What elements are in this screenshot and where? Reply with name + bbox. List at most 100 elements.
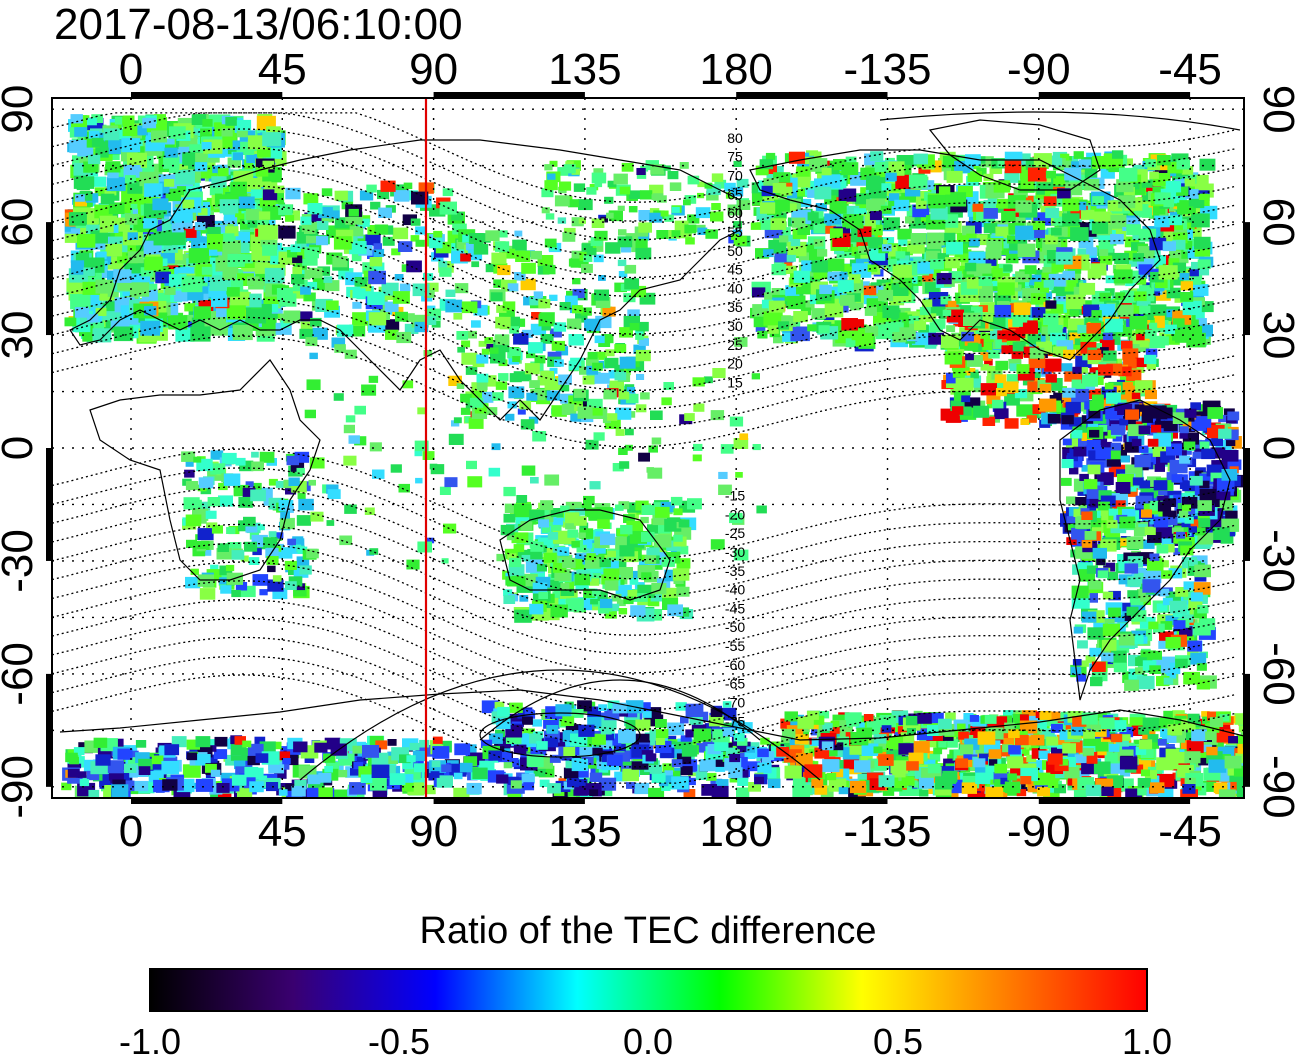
tec-cell bbox=[1110, 650, 1127, 663]
tec-cell bbox=[1092, 196, 1104, 205]
tec-cell bbox=[231, 589, 241, 598]
tec-cell bbox=[1128, 435, 1138, 443]
tec-cell bbox=[778, 321, 790, 330]
tec-cell bbox=[562, 558, 576, 569]
tec-cell bbox=[813, 239, 824, 247]
tec-cell bbox=[77, 234, 96, 248]
tec-cell bbox=[185, 514, 202, 527]
tec-cell bbox=[296, 231, 313, 244]
tec-cell bbox=[1068, 318, 1084, 331]
tec-cell bbox=[1089, 647, 1102, 657]
tec-cell bbox=[366, 184, 377, 193]
tec-cell bbox=[140, 267, 154, 277]
tec-cell bbox=[527, 342, 543, 354]
tec-cell bbox=[1181, 241, 1193, 250]
tec-cell bbox=[414, 450, 423, 457]
tec-cell bbox=[308, 479, 316, 486]
tec-cell bbox=[303, 193, 319, 205]
tec-cell bbox=[1101, 652, 1114, 662]
tec-cell bbox=[520, 521, 533, 530]
tec-cell bbox=[392, 227, 409, 240]
tec-cell bbox=[1197, 318, 1207, 326]
tec-cell bbox=[94, 187, 107, 197]
tec-cell bbox=[398, 241, 413, 252]
tec-cell bbox=[706, 184, 721, 195]
tec-cell bbox=[1159, 631, 1174, 643]
tec-cell bbox=[1053, 216, 1066, 226]
tec-cell bbox=[635, 238, 648, 248]
tec-cell bbox=[575, 508, 585, 516]
tec-cell bbox=[1165, 180, 1182, 193]
tec-cell bbox=[223, 473, 241, 486]
tec-cell bbox=[630, 605, 646, 617]
tec-cell bbox=[1045, 234, 1058, 245]
tec-cell bbox=[152, 198, 169, 211]
tec-cell bbox=[532, 582, 548, 594]
tec-cell bbox=[942, 309, 952, 317]
tec-cell bbox=[248, 557, 260, 565]
tec-cell bbox=[505, 413, 515, 421]
tec-cell bbox=[889, 721, 904, 733]
tec-cell bbox=[660, 210, 669, 217]
tec-cell bbox=[198, 477, 214, 489]
tec-cell bbox=[1128, 206, 1140, 216]
tec-cell bbox=[834, 271, 848, 282]
tec-cell bbox=[292, 536, 304, 545]
tec-cell bbox=[922, 273, 933, 282]
tec-cell bbox=[225, 116, 238, 126]
tec-cell bbox=[490, 292, 503, 302]
tec-cell bbox=[878, 289, 894, 302]
tec-cell bbox=[1179, 455, 1191, 464]
tec-cell bbox=[460, 253, 471, 262]
map-title: 2017-08-13/06:10:00 bbox=[54, 0, 463, 49]
tec-cell bbox=[1060, 153, 1070, 161]
tec-cell bbox=[619, 545, 635, 557]
tec-cell bbox=[373, 248, 385, 257]
tec-cell bbox=[306, 379, 321, 390]
tec-cell bbox=[957, 185, 973, 197]
tec-cell bbox=[284, 560, 297, 570]
tec-cell bbox=[457, 346, 465, 353]
tec-cell bbox=[712, 368, 726, 378]
tec-cell bbox=[676, 586, 690, 597]
tec-cell bbox=[724, 182, 736, 192]
tec-cell bbox=[782, 331, 797, 342]
tec-cell bbox=[753, 317, 767, 328]
tec-cell bbox=[429, 238, 443, 249]
tec-cell bbox=[636, 373, 645, 380]
tec-cell bbox=[973, 263, 992, 277]
tec-cell bbox=[1153, 516, 1169, 528]
tec-cell bbox=[513, 333, 529, 345]
tec-cell bbox=[1050, 304, 1064, 314]
tec-cell bbox=[1221, 469, 1238, 481]
tec-cell bbox=[212, 165, 223, 174]
tec-cell bbox=[484, 337, 494, 344]
tec-cell bbox=[1004, 393, 1020, 406]
tec-cell bbox=[289, 287, 305, 299]
tec-cell bbox=[547, 532, 559, 540]
tec-cell bbox=[191, 114, 207, 125]
tec-cell bbox=[552, 562, 567, 573]
tec-cell bbox=[558, 374, 572, 385]
tec-cell bbox=[664, 569, 680, 582]
tec-cell bbox=[888, 253, 904, 264]
tec-cell bbox=[298, 498, 314, 511]
tec-cell bbox=[1016, 364, 1030, 374]
tec-cell bbox=[328, 210, 340, 219]
tec-cell bbox=[881, 183, 892, 191]
tec-cell bbox=[153, 114, 166, 124]
tec-cell bbox=[164, 147, 178, 158]
tec-cell bbox=[899, 786, 913, 796]
tec-cell bbox=[869, 211, 882, 221]
tec-cell bbox=[572, 288, 585, 299]
tec-cell bbox=[703, 376, 713, 384]
tec-cell bbox=[800, 300, 815, 311]
tec-cell bbox=[184, 469, 195, 478]
tec-cell bbox=[1188, 526, 1197, 533]
tec-cell bbox=[651, 437, 662, 445]
tec-cell bbox=[240, 585, 256, 598]
tec-cell bbox=[956, 233, 969, 242]
tec-cell bbox=[349, 241, 367, 255]
tec-cell bbox=[106, 176, 126, 192]
tec-cell bbox=[303, 225, 316, 234]
